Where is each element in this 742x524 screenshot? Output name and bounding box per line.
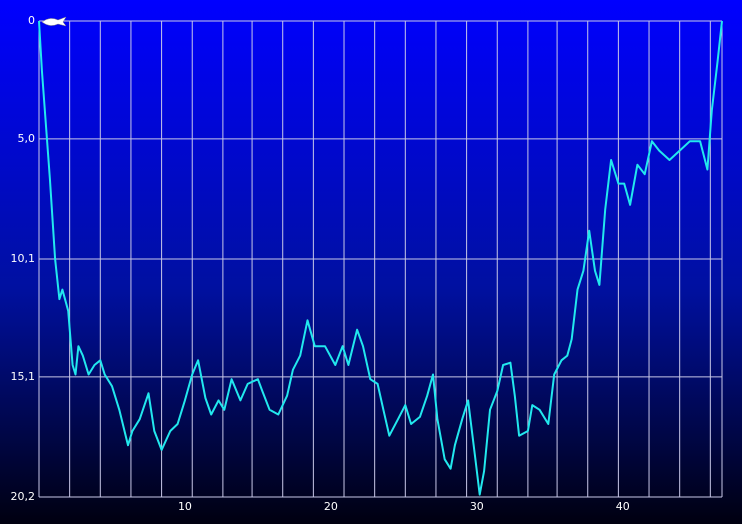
y-tick-label: 15,1 [11, 370, 36, 383]
y-tick-label: 0 [28, 14, 35, 27]
diver-icon [41, 16, 67, 27]
x-tick-label: 20 [324, 500, 338, 513]
x-tick-label: 10 [178, 500, 192, 513]
plot-area: 0 5,0 10,1 15,1 20,2 10 20 30 40 [11, 14, 723, 513]
y-tick-label: 5,0 [18, 132, 36, 145]
depth-line [38, 20, 723, 496]
x-tick-label: 40 [616, 500, 630, 513]
y-tick-label: 10,1 [11, 252, 36, 265]
y-tick-label: 20,2 [11, 490, 36, 503]
x-tick-label: 30 [470, 500, 484, 513]
